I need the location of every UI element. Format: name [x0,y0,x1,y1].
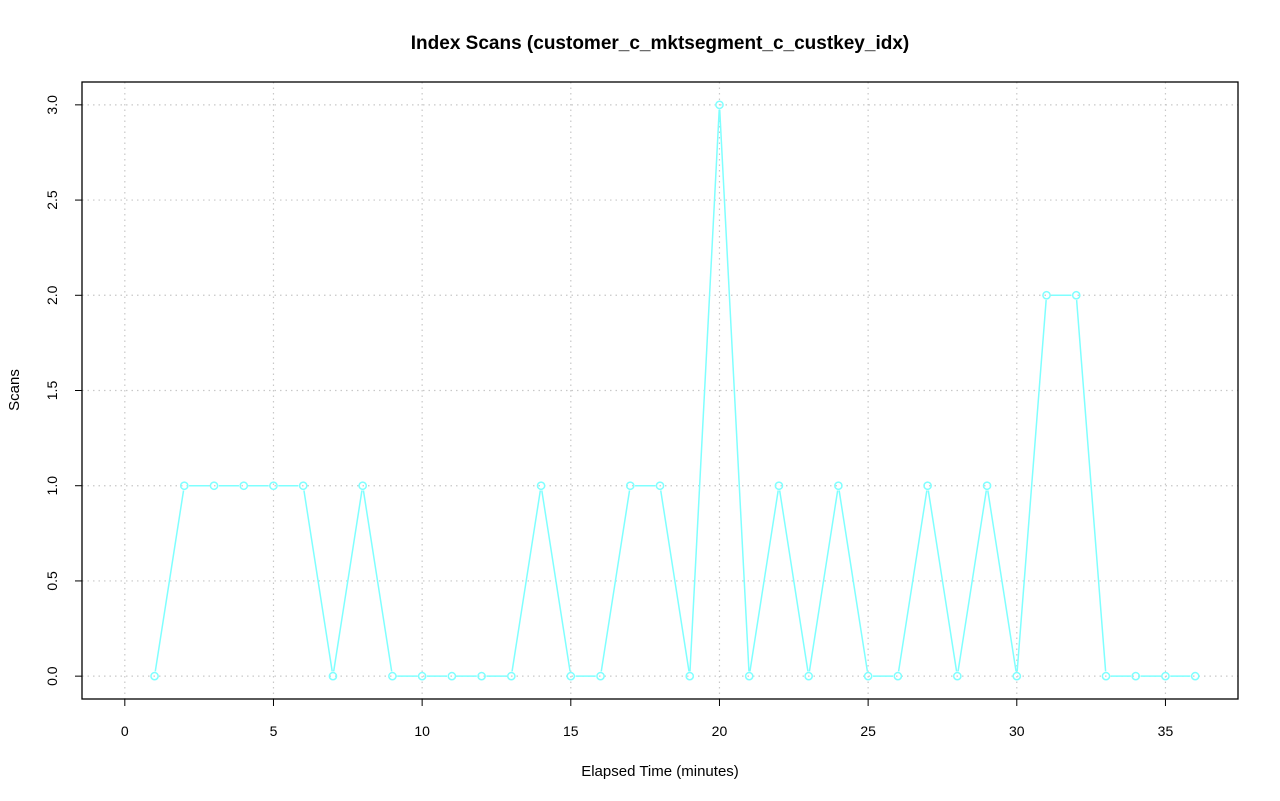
x-tick-label: 35 [1158,723,1174,739]
x-tick-label: 30 [1009,723,1025,739]
data-point [804,671,814,681]
data-point [298,481,308,491]
y-tick-label: 2.5 [44,190,60,210]
series-line-segment [987,490,1017,672]
x-tick-label: 25 [860,723,876,739]
data-point [536,481,546,491]
series-line-segment [749,490,779,672]
series-line-segment [600,490,631,672]
data-point [447,671,457,681]
series-line-segment [659,490,690,672]
series-line-segment [957,490,988,672]
data-point [566,671,576,681]
data-point [952,671,962,681]
y-axis-label: Scans [6,369,23,411]
data-point [744,671,754,681]
series-line-segment [362,490,393,672]
data-point [715,100,724,110]
x-tick-label: 5 [270,723,278,739]
data-series [150,100,1200,681]
data-point [269,481,278,491]
series-line-segment [541,490,571,672]
data-point [982,481,992,491]
y-tick-label: 0.5 [44,571,60,591]
y-tick-label: 1.0 [44,476,60,496]
y-tick-label: 1.5 [44,381,60,401]
x-tick-label: 20 [712,723,728,739]
data-point [834,481,843,491]
y-axis: 0.0 0.5 1.0 1.5 2.0 2.5 3.0 [44,95,82,686]
data-point [1161,671,1170,681]
series-line-segment [1075,300,1107,672]
data-point [1190,671,1200,681]
y-tick-label: 0.0 [44,666,60,686]
data-point [150,671,159,681]
x-tick-label: 10 [414,723,430,739]
series-line-segment [303,490,333,672]
data-point [477,671,486,681]
data-point [388,671,397,681]
series-line-segment [332,490,363,672]
series-line-segment [808,490,839,672]
series-line-segment [1016,300,1047,672]
data-point [685,671,695,681]
data-point [1131,671,1141,681]
series-line-segment [511,490,542,672]
y-tick-label: 2.0 [44,285,60,305]
data-point [863,671,873,681]
x-axis-label: Elapsed Time (minutes) [581,763,739,780]
data-point [179,481,189,491]
data-point [1071,290,1081,300]
data-point [1101,671,1111,681]
series-line-segment [154,490,185,672]
x-axis: 0 5 10 15 20 25 30 35 [121,699,1174,739]
y-tick-label: 3.0 [44,95,60,115]
data-point [239,481,249,491]
chart-title: Index Scans (customer_c_mktsegment_c_cus… [411,33,909,54]
data-point [358,481,368,491]
data-point [774,481,784,491]
data-point [328,671,338,681]
data-point [625,481,635,491]
x-tick-label: 15 [563,723,579,739]
series-line-segment [718,109,750,672]
series-line-segment [897,490,928,672]
series-line-segment [927,490,958,672]
data-point [655,481,665,491]
data-point [893,671,903,681]
data-point [1012,671,1022,681]
grid-lines [82,82,1238,699]
series-line-segment [689,109,720,672]
data-point [596,671,605,681]
data-point [417,671,427,681]
series-line-segment [838,490,869,672]
data-point [923,481,932,491]
series-line-segment [778,490,809,672]
data-point [209,481,219,491]
data-point [1042,290,1051,300]
x-tick-label: 0 [121,723,129,739]
data-point [506,671,516,681]
